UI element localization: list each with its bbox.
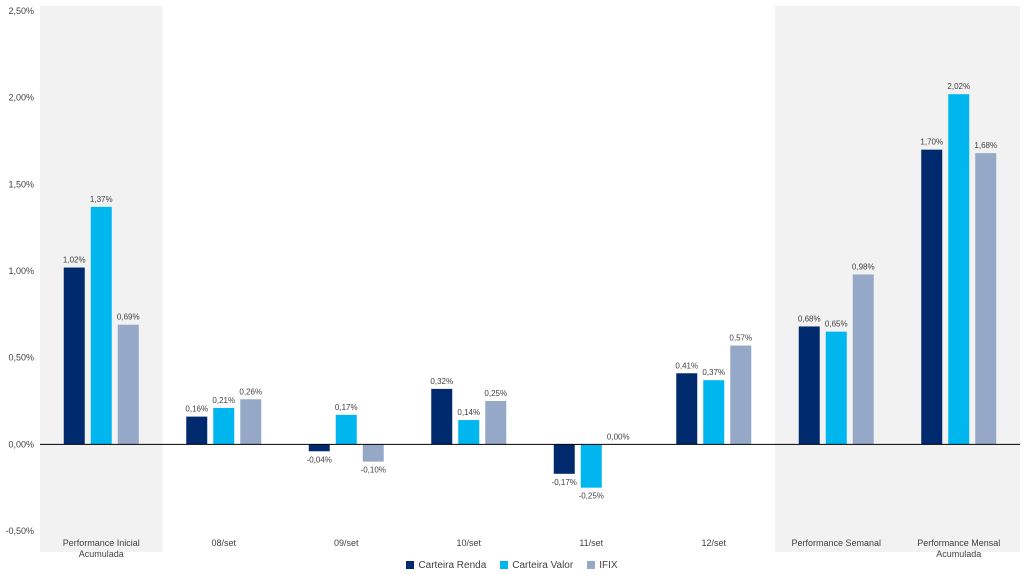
- data-label: 0,17%: [335, 403, 358, 412]
- bar: [553, 444, 575, 474]
- data-label: 0,68%: [798, 314, 821, 323]
- y-tick-label: 2,50%: [8, 6, 34, 16]
- legend-swatch-ifix: [587, 561, 596, 569]
- y-tick-label: 0,00%: [8, 439, 34, 449]
- data-label: -0,17%: [552, 478, 577, 487]
- data-label: -0,04%: [307, 455, 332, 464]
- bar: [186, 416, 208, 445]
- data-label: 0,26%: [239, 387, 262, 396]
- data-label: 0,57%: [729, 334, 752, 343]
- bar: [852, 274, 874, 445]
- bar: [458, 420, 480, 445]
- legend-item-carteira-renda: Carteira Renda: [406, 557, 486, 573]
- y-tick-label: 1,50%: [8, 179, 34, 189]
- data-label: 1,37%: [90, 195, 113, 204]
- legend-label-carteira-renda: Carteira Renda: [418, 559, 487, 571]
- data-label: 0,69%: [117, 313, 140, 322]
- bar: [240, 399, 262, 445]
- bar: [117, 324, 139, 445]
- legend-swatch-carteira-valor: [500, 561, 509, 569]
- bar: [431, 388, 453, 445]
- data-label: -0,25%: [579, 492, 604, 501]
- bar-chart-svg: 2,50% 2,00% 1,50% 1,00% 0,50% 0,00% -0,50% 1,02…: [5, 6, 1020, 559]
- x-tick-label: 10/set: [456, 538, 481, 548]
- x-tick-label: 08/set: [211, 538, 236, 548]
- bar: [63, 267, 85, 445]
- bar: [676, 373, 698, 445]
- x-tick-label: 09/set: [334, 538, 359, 548]
- legend-swatch-carteira-renda: [406, 561, 415, 569]
- data-label: 1,70%: [920, 138, 943, 147]
- data-label: 0,32%: [430, 377, 453, 386]
- data-label: 1,02%: [63, 256, 86, 265]
- data-label: 0,14%: [457, 408, 480, 417]
- bar: [703, 380, 725, 445]
- bar: [335, 414, 357, 445]
- bar: [485, 401, 507, 445]
- x-tick-label: Performance Semanal: [791, 538, 881, 548]
- bar: [975, 153, 997, 445]
- bar: [308, 444, 330, 452]
- bar: [825, 331, 847, 445]
- data-label: 0,41%: [675, 361, 698, 370]
- bar: [948, 94, 970, 445]
- legend-label-carteira-valor: Carteira Valor: [512, 559, 574, 571]
- data-label: 0,00%: [607, 432, 630, 441]
- x-tick-label: Performance Inicial Acumulada: [63, 538, 140, 557]
- y-tick-label: 2,00%: [8, 93, 34, 103]
- y-tick-label: 0,50%: [8, 353, 34, 363]
- bar: [362, 444, 384, 462]
- legend-label-ifix: IFIX: [599, 559, 618, 571]
- bar: [798, 326, 820, 445]
- data-label: -0,10%: [361, 466, 386, 475]
- data-label: 0,65%: [825, 320, 848, 329]
- bar: [213, 407, 235, 445]
- data-label: 0,16%: [185, 405, 208, 414]
- legend-item-ifix: IFIX: [587, 557, 618, 573]
- x-tick-label: 11/set: [579, 538, 603, 548]
- data-label: 0,98%: [852, 262, 875, 271]
- bar: [90, 206, 112, 445]
- data-label: 1,68%: [974, 141, 997, 150]
- bar: [921, 149, 943, 445]
- y-tick-label: 1,00%: [8, 266, 34, 276]
- data-label: 2,02%: [947, 82, 970, 91]
- bar: [730, 345, 752, 445]
- data-label: 0,25%: [484, 389, 507, 398]
- y-tick-label: -0,50%: [5, 526, 34, 536]
- x-tick-label: 12/set: [701, 538, 726, 548]
- x-tick-label: Performance Mensal Acumulada: [917, 538, 1000, 557]
- highlight-band: [775, 6, 898, 552]
- legend: Carteira Renda Carteira Valor IFIX: [0, 557, 1024, 573]
- data-label: 0,21%: [212, 396, 235, 405]
- bar: [580, 444, 602, 488]
- data-label: 0,37%: [702, 368, 725, 377]
- legend-item-carteira-valor: Carteira Valor: [500, 557, 573, 573]
